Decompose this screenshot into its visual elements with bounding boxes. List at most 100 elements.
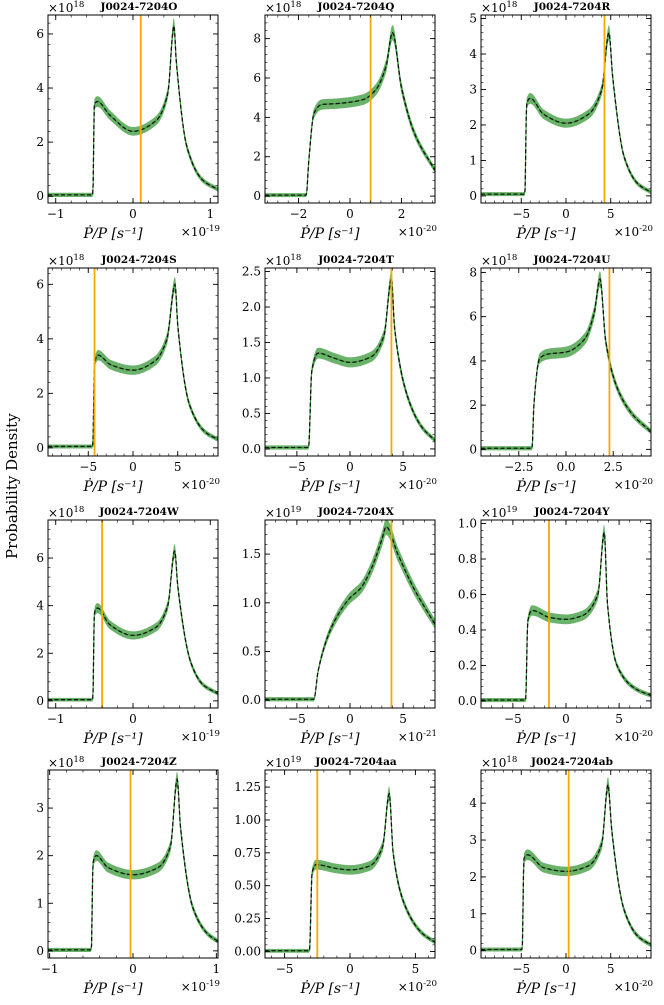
x-axis-label: Ṗ/P [s⁻¹] — [299, 477, 360, 495]
y-tick-label: 6 — [36, 277, 44, 291]
x-axis-label: Ṗ/P [s⁻¹] — [82, 224, 143, 242]
y-tick-label: 2 — [469, 398, 477, 412]
x-offset-text: ×10-20 — [614, 224, 653, 239]
x-tick-label: 5 — [607, 207, 615, 221]
series-curve — [265, 526, 435, 700]
median-curve — [265, 792, 435, 952]
x-tick-label: 1 — [206, 207, 214, 221]
x-offset-text: ×10-19 — [181, 729, 220, 744]
x-axis-label: Ṗ/P [s⁻¹] — [299, 224, 360, 242]
median-curve — [48, 777, 218, 951]
y-tick-label: 4 — [36, 81, 44, 95]
x-axis-label: Ṗ/P [s⁻¹] — [299, 729, 360, 747]
x-offset-text: ×10-21 — [398, 729, 437, 744]
x-axis-label: Ṗ/P [s⁻¹] — [515, 477, 576, 495]
x-tick-label: 2 — [398, 207, 406, 221]
median-curve — [265, 277, 435, 449]
x-tick-label: 0.0 — [556, 460, 575, 474]
plot-area — [48, 268, 218, 456]
y-tick-label: 4 — [36, 332, 44, 346]
credible-band — [265, 520, 435, 702]
x-tick-label: 0 — [562, 712, 570, 726]
credible-band — [481, 524, 651, 703]
plot-area — [481, 770, 651, 958]
chart-panel-J0024-7204aa: −5 0 5 0.00 0.25 0.50 0.75 1.00 1.25 ×1019 J0024-7… — [234, 755, 437, 997]
y-tick-label: 0 — [253, 189, 261, 203]
y-tick-label: 4 — [253, 110, 261, 124]
x-tick-label: 0 — [346, 460, 354, 474]
y-offset-text: ×1018 — [48, 505, 84, 520]
x-tick-label: 0 — [129, 207, 137, 221]
x-tick-label: −5 — [79, 460, 97, 474]
y-offset-text: ×1018 — [265, 253, 301, 268]
series-curve — [481, 31, 651, 195]
x-axis-label: Ṗ/P [s⁻¹] — [515, 979, 576, 997]
y-tick-label: 1.0 — [458, 517, 477, 531]
median-curve — [481, 277, 651, 449]
plot-area — [48, 770, 218, 958]
y-offset-text: ×1018 — [48, 253, 84, 268]
chart-panel-J0024-7204Y: −5 0 5 0.0 0.2 0.4 0.6 0.8 1.0 ×1019 J0024-7204Y Ṗ/… — [458, 505, 653, 747]
x-tick-label: 0 — [346, 962, 354, 976]
y-offset-text: ×1018 — [48, 0, 84, 15]
x-tick-label: 5 — [607, 962, 615, 976]
x-tick-label: −1 — [41, 962, 59, 976]
chart-panel-J0024-7204U: −2.5 0.0 2.5 0 2 4 6 8 ×1018 J0024-7204U Ṗ/P [s⁻¹]… — [469, 253, 653, 495]
x-offset-text: ×10-20 — [398, 979, 437, 994]
y-tick-label: 2.5 — [242, 265, 261, 279]
plot-area — [48, 520, 218, 708]
y-tick-label: 0 — [469, 189, 477, 203]
y-tick-label: 6 — [253, 71, 261, 85]
y-tick-label: 1.5 — [242, 547, 261, 561]
y-offset-text: ×1018 — [265, 0, 301, 15]
x-tick-label: 0 — [129, 460, 137, 474]
median-curve — [265, 526, 435, 700]
x-offset-text: ×10-20 — [398, 224, 437, 239]
axes-frame — [47, 769, 219, 959]
axes-frame — [264, 14, 436, 204]
y-tick-label: 3 — [469, 82, 477, 96]
y-tick-label: 4 — [469, 47, 477, 61]
y-tick-label: 1.0 — [242, 596, 261, 610]
plot-area — [265, 770, 435, 958]
median-curve — [265, 31, 435, 196]
median-curve — [48, 23, 218, 196]
chart-title: J0024-7204Y — [533, 506, 610, 518]
y-tick-label: 4 — [469, 354, 477, 368]
x-offset-text: ×10-20 — [398, 477, 437, 492]
x-offset-text: ×10-20 — [614, 979, 653, 994]
plot-area — [481, 268, 651, 456]
y-tick-label: 1 — [469, 153, 477, 167]
x-axis-label: Ṗ/P [s⁻¹] — [515, 729, 576, 747]
y-tick-label: 0.0 — [242, 693, 261, 707]
series-curve — [48, 550, 218, 701]
y-tick-label: 2 — [36, 646, 44, 660]
y-tick-label: 6 — [36, 27, 44, 41]
axes-frame — [480, 14, 652, 204]
x-tick-label: 5 — [174, 460, 182, 474]
y-tick-label: 0.50 — [234, 879, 261, 893]
y-tick-label: 2 — [36, 135, 44, 149]
chart-panel-J0024-7204S: −5 0 5 0 2 4 6 ×1018 J0024-7204S Ṗ/P [s⁻¹] ×10-20 — [36, 253, 220, 495]
x-tick-label: 0 — [346, 712, 354, 726]
x-tick-label: −1 — [47, 712, 65, 726]
series-curve — [48, 283, 218, 448]
x-tick-label: 0 — [129, 712, 137, 726]
median-curve — [48, 282, 218, 448]
x-tick-label: 1 — [213, 962, 221, 976]
y-tick-label: 1.0 — [242, 371, 261, 385]
axes-frame — [480, 769, 652, 959]
x-tick-label: 2.5 — [604, 460, 623, 474]
y-offset-text: ×1018 — [481, 253, 517, 268]
y-tick-label: 0.6 — [458, 587, 477, 601]
y-tick-label: 6 — [469, 310, 477, 324]
plot-area — [48, 15, 218, 203]
x-tick-label: −5 — [288, 712, 306, 726]
x-tick-label: −5 — [276, 962, 294, 976]
y-tick-label: 1.25 — [234, 780, 261, 794]
axes-frame — [264, 519, 436, 709]
chart-title: J0024-7204X — [317, 506, 395, 518]
x-offset-text: ×10-20 — [181, 477, 220, 492]
